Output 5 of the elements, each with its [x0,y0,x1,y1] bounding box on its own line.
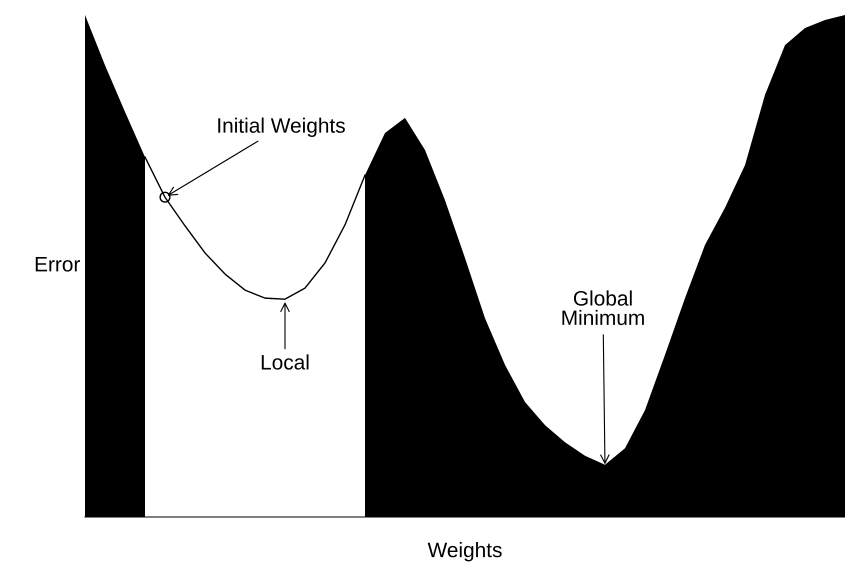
annotation: Local [262,354,309,370]
annotation: Global Minimum [562,290,644,326]
y-axis-title: Error [36,257,80,272]
x-axis-title: Weights [428,542,502,562]
annotation: Initial Weights [218,118,345,137]
